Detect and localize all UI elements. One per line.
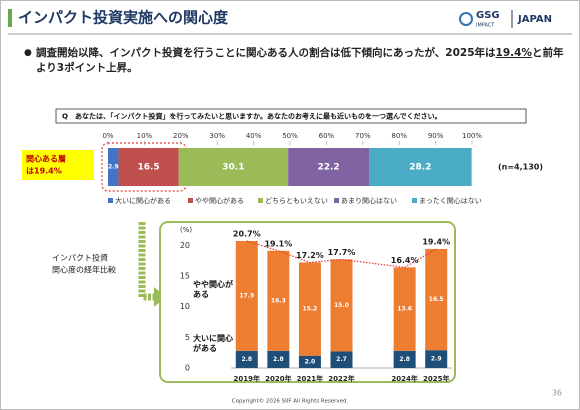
data-label: 2.7: [336, 356, 347, 363]
legend-label: 大いに関心がある: [115, 196, 171, 205]
side-label: 関心度の経年比較: [52, 265, 116, 275]
total-line: [246, 240, 437, 268]
title-accent: [8, 9, 12, 27]
data-label: 28.2: [409, 163, 431, 173]
bar-segment: [118, 148, 179, 186]
callout-box: [22, 150, 94, 180]
x-tick-label: 30%: [209, 132, 225, 140]
x-tick-label: 60%: [319, 132, 335, 140]
bar-segment: [393, 267, 416, 351]
legend-swatch: [412, 198, 417, 203]
bar-segment: [330, 259, 353, 352]
x-tick-label: 10%: [137, 132, 153, 140]
summary-text: と前年より3ポイント上昇。: [36, 47, 564, 74]
x-tick-label: 2022年: [328, 374, 354, 383]
total-label: 19.1%: [264, 239, 292, 248]
legend-label: どちらともいえない: [265, 197, 328, 205]
copyright: Copyright© 2026 SIIF All Rights Reserved…: [232, 398, 349, 405]
highlight-frame: [101, 142, 187, 192]
total-label: 17.7%: [328, 248, 356, 257]
bar-segment: [425, 248, 448, 351]
logo-sub: IMPACT: [476, 23, 495, 29]
x-tick-label: 2019年: [234, 374, 260, 383]
data-label: 16.3: [271, 297, 286, 304]
data-label: 16.5: [137, 163, 159, 173]
legend-swatch: [258, 198, 263, 203]
bar-segment: [330, 351, 353, 368]
sample-note: (n=4,130): [498, 163, 543, 172]
bar-segment: [235, 240, 258, 351]
bar-segment: [267, 350, 290, 368]
total-label: 16.4%: [391, 256, 419, 265]
bar-segment: [178, 148, 289, 186]
x-tick-label: 90%: [428, 132, 444, 140]
callout-line: 関心ある層: [26, 154, 66, 164]
bar-segment: [298, 262, 321, 356]
x-tick-label: 80%: [391, 132, 407, 140]
y-tick-label: 20: [180, 241, 190, 250]
legend-label: まったく関心はない: [419, 197, 482, 205]
question-box: [55, 108, 527, 124]
data-label: 30.1: [222, 163, 244, 173]
logo-icon: [459, 12, 473, 26]
total-label: 20.7%: [233, 229, 261, 238]
series-name: やや関心がある: [193, 280, 233, 299]
data-label: 2.9: [431, 356, 442, 363]
summary: 調査開始以降、インパクト投資を行うことに関心ある人の割合は低下傾向にあったが、2…: [24, 46, 566, 76]
x-tick-label: 0%: [102, 132, 113, 140]
y-tick-label: 0: [185, 364, 190, 373]
data-label: 15.0: [334, 302, 349, 309]
bar-segment: [108, 148, 119, 186]
title: インパクト投資実施への関心度: [18, 9, 229, 27]
x-tick-label: 70%: [355, 132, 371, 140]
logo-main: GSG: [476, 10, 500, 21]
data-label: 22.2: [317, 163, 339, 173]
y-tick-label: 5: [185, 333, 190, 342]
callout-line: は19.4%: [26, 167, 62, 176]
summary-text: 調査開始以降、インパクト投資を行うことに関心ある人の割合は低下傾向にあったが、2…: [36, 47, 496, 59]
y-tick-label: 15: [180, 271, 190, 280]
legend-swatch: [188, 198, 193, 203]
bar-segment: [267, 250, 290, 351]
legend-swatch: [108, 198, 113, 203]
x-tick-label: 2020年: [265, 374, 291, 383]
x-tick-label: 2025年: [423, 374, 449, 383]
bar-segment: [393, 350, 416, 368]
x-tick-label: 20%: [173, 132, 189, 140]
data-label: 2.0: [305, 358, 316, 365]
series-name: 大いに関心がある: [193, 334, 233, 353]
data-label: 2.9: [108, 164, 119, 171]
bar-segment: [298, 355, 321, 368]
summary-highlight: 19.4%: [495, 47, 532, 59]
y-tick-label: 10: [180, 302, 190, 311]
legend-label: やや関心がある: [195, 196, 244, 205]
x-tick-label: 100%: [462, 132, 482, 140]
legend-swatch: [334, 198, 339, 203]
y-axis-label: (%): [180, 226, 192, 234]
data-label: 2.8: [241, 356, 252, 363]
data-label: 2.8: [399, 356, 410, 363]
arrow-shaft: [138, 222, 156, 301]
logo-country: JAPAN: [517, 14, 552, 25]
side-label: インパクト投資: [52, 253, 108, 263]
data-label: 15.2: [303, 306, 318, 313]
x-tick-label: 2021年: [297, 374, 323, 383]
question: Q あなたは、「インパクト投資」を行ってみたいと思いますか。あなたのお考えに最も…: [62, 112, 442, 121]
data-label: 13.6: [397, 306, 412, 313]
legend-label: あまり関心はない: [341, 197, 397, 205]
data-label: 17.9: [239, 292, 254, 299]
data-label: 16.5: [429, 296, 444, 303]
bar-segment: [288, 148, 369, 186]
x-tick-label: 40%: [246, 132, 262, 140]
bar-segment: [235, 350, 258, 368]
page-number: 36: [552, 389, 562, 398]
total-label: 19.4%: [422, 237, 450, 246]
x-tick-label: 2024年: [391, 374, 417, 383]
bar-segment: [425, 350, 448, 368]
total-label: 17.2%: [296, 251, 324, 260]
bar-segment: [368, 148, 472, 186]
data-label: 2.8: [273, 356, 284, 363]
x-tick-label: 50%: [282, 132, 298, 140]
